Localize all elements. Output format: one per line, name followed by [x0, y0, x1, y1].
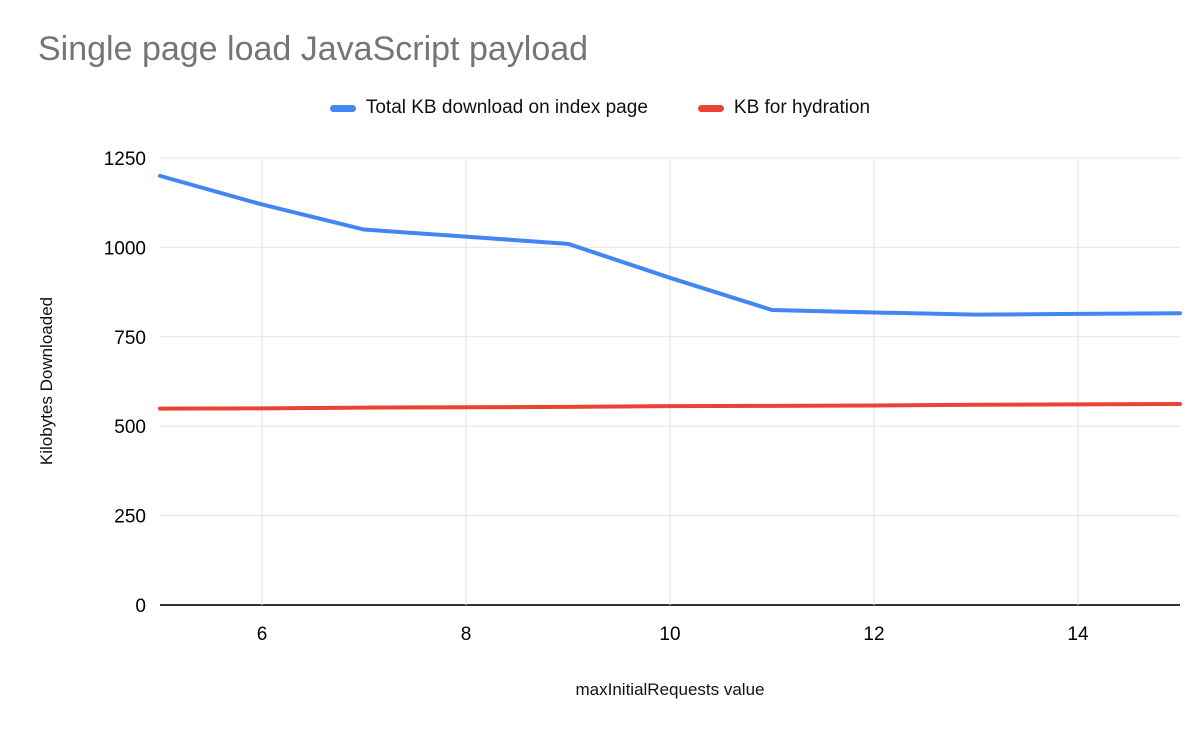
legend-swatch-hydration — [697, 104, 724, 112]
y-tick-label: 0 — [135, 596, 146, 617]
legend: Total KB download on index page KB for h… — [0, 97, 1200, 119]
x-tick-label: 12 — [863, 624, 884, 645]
legend-label-hydration: KB for hydration — [733, 97, 871, 118]
y-tick-label: 250 — [114, 507, 146, 528]
legend-item-total: Total KB download on index page — [329, 97, 648, 119]
legend-swatch-total — [329, 104, 356, 112]
series-line-0 — [158, 173, 1182, 317]
x-tick-label: 8 — [461, 624, 472, 645]
series-line-1 — [158, 402, 1182, 411]
y-tick-label: 1250 — [104, 149, 146, 170]
y-tick-label: 750 — [114, 328, 146, 349]
y-tick-label: 500 — [114, 417, 146, 438]
legend-item-hydration: KB for hydration — [697, 97, 871, 119]
x-tick-label: 6 — [257, 624, 268, 645]
legend-label-total: Total KB download on index page — [365, 97, 648, 118]
y-tick-label: 1000 — [104, 238, 146, 259]
chart-title: Single page load JavaScript payload — [38, 30, 589, 68]
x-tick-label: 14 — [1067, 624, 1089, 645]
y-axis-title: Kilobytes Downloaded — [37, 296, 56, 466]
x-axis-title: maxInitialRequests value — [575, 680, 765, 699]
x-tick-label: 10 — [659, 624, 680, 645]
